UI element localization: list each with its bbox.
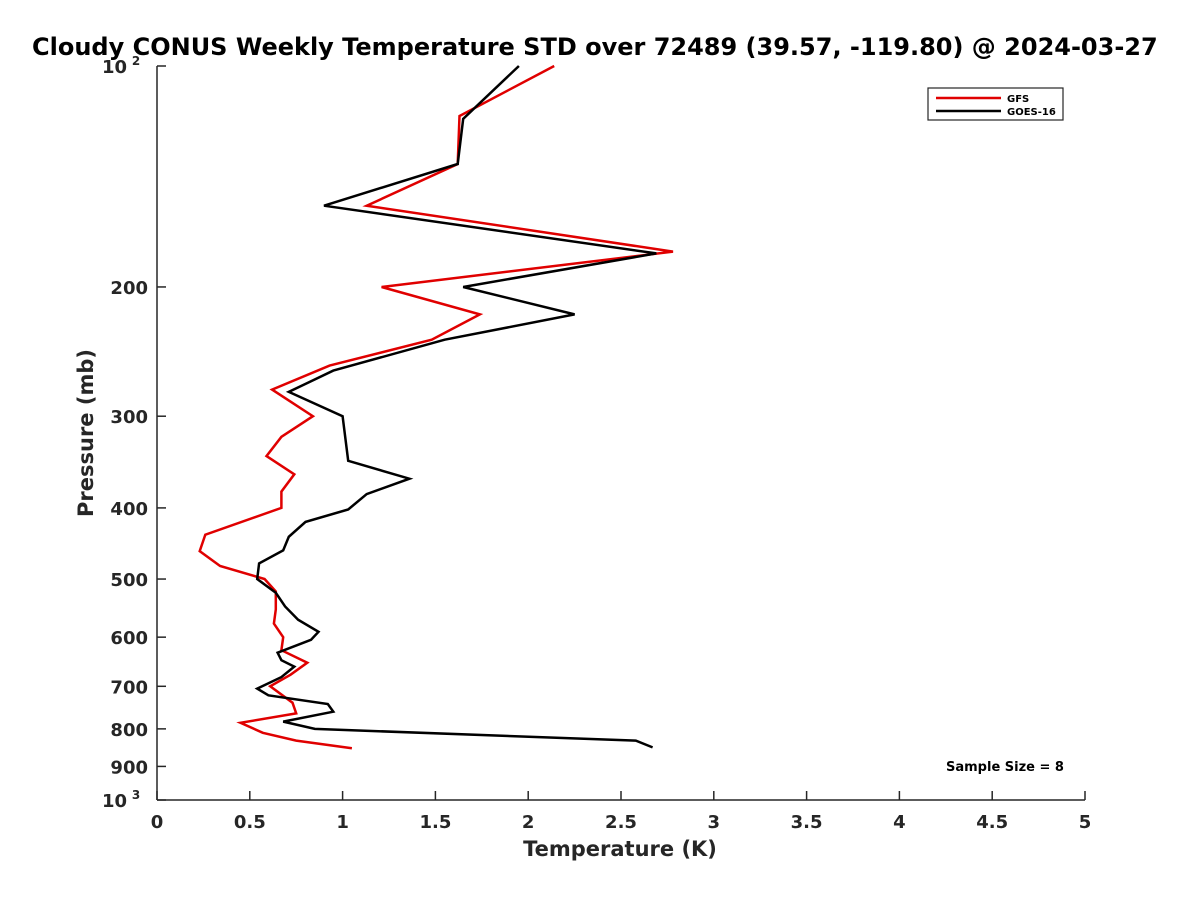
- y-tick-label: 400: [110, 499, 148, 520]
- x-axis: 0 0.5 1 1.5 2 2.5 3 3.5 4 4.5 5: [151, 791, 1092, 833]
- legend: GFS GOES-16: [927, 87, 1064, 121]
- legend-box: [927, 87, 1064, 121]
- x-tick-label: 1: [336, 812, 349, 833]
- x-tick-label: 4: [893, 812, 906, 833]
- y-axis-label: Pressure (mb): [74, 349, 98, 517]
- x-tick-label: 3.5: [791, 812, 823, 833]
- x-tick-label: 1.5: [419, 812, 451, 833]
- y-tick-label: 800: [110, 720, 148, 741]
- y-tick-label: 900: [110, 757, 148, 778]
- sample-size-annotation: Sample Size = 8: [946, 760, 1064, 775]
- y-tick-label: 700: [110, 677, 148, 698]
- legend-label-gfs: GFS: [1007, 94, 1029, 105]
- series-line-goes-16: [254, 65, 657, 749]
- y-tick-label: 500: [110, 570, 148, 591]
- y-tick-label: 600: [110, 628, 148, 649]
- y-axis: 200 300 400 500 600 700 800 900 10 2 10 3: [102, 54, 166, 812]
- x-tick-label: 5: [1079, 812, 1092, 833]
- plot-lines: [198, 64, 674, 750]
- series-line-gfs: [198, 64, 674, 750]
- x-tick-label: 0.5: [234, 812, 266, 833]
- x-tick-label: 3: [708, 812, 721, 833]
- legend-label-goes: GOES-16: [1007, 107, 1056, 118]
- y-tick-label: 200: [110, 278, 148, 299]
- x-axis-label: Temperature (K): [523, 837, 717, 861]
- y-tick-label: 10: [102, 791, 127, 812]
- y-tick-label: 10: [102, 57, 127, 78]
- x-tick-label: 4.5: [976, 812, 1008, 833]
- x-tick-label: 2: [522, 812, 535, 833]
- y-tick-label-exponent: 3: [132, 788, 140, 802]
- chart-title: Cloudy CONUS Weekly Temperature STD over…: [32, 33, 1158, 61]
- y-tick-label: 300: [110, 407, 148, 428]
- x-tick-label: 2.5: [605, 812, 637, 833]
- x-tick-label: 0: [151, 812, 164, 833]
- y-tick-label-exponent: 2: [132, 54, 140, 68]
